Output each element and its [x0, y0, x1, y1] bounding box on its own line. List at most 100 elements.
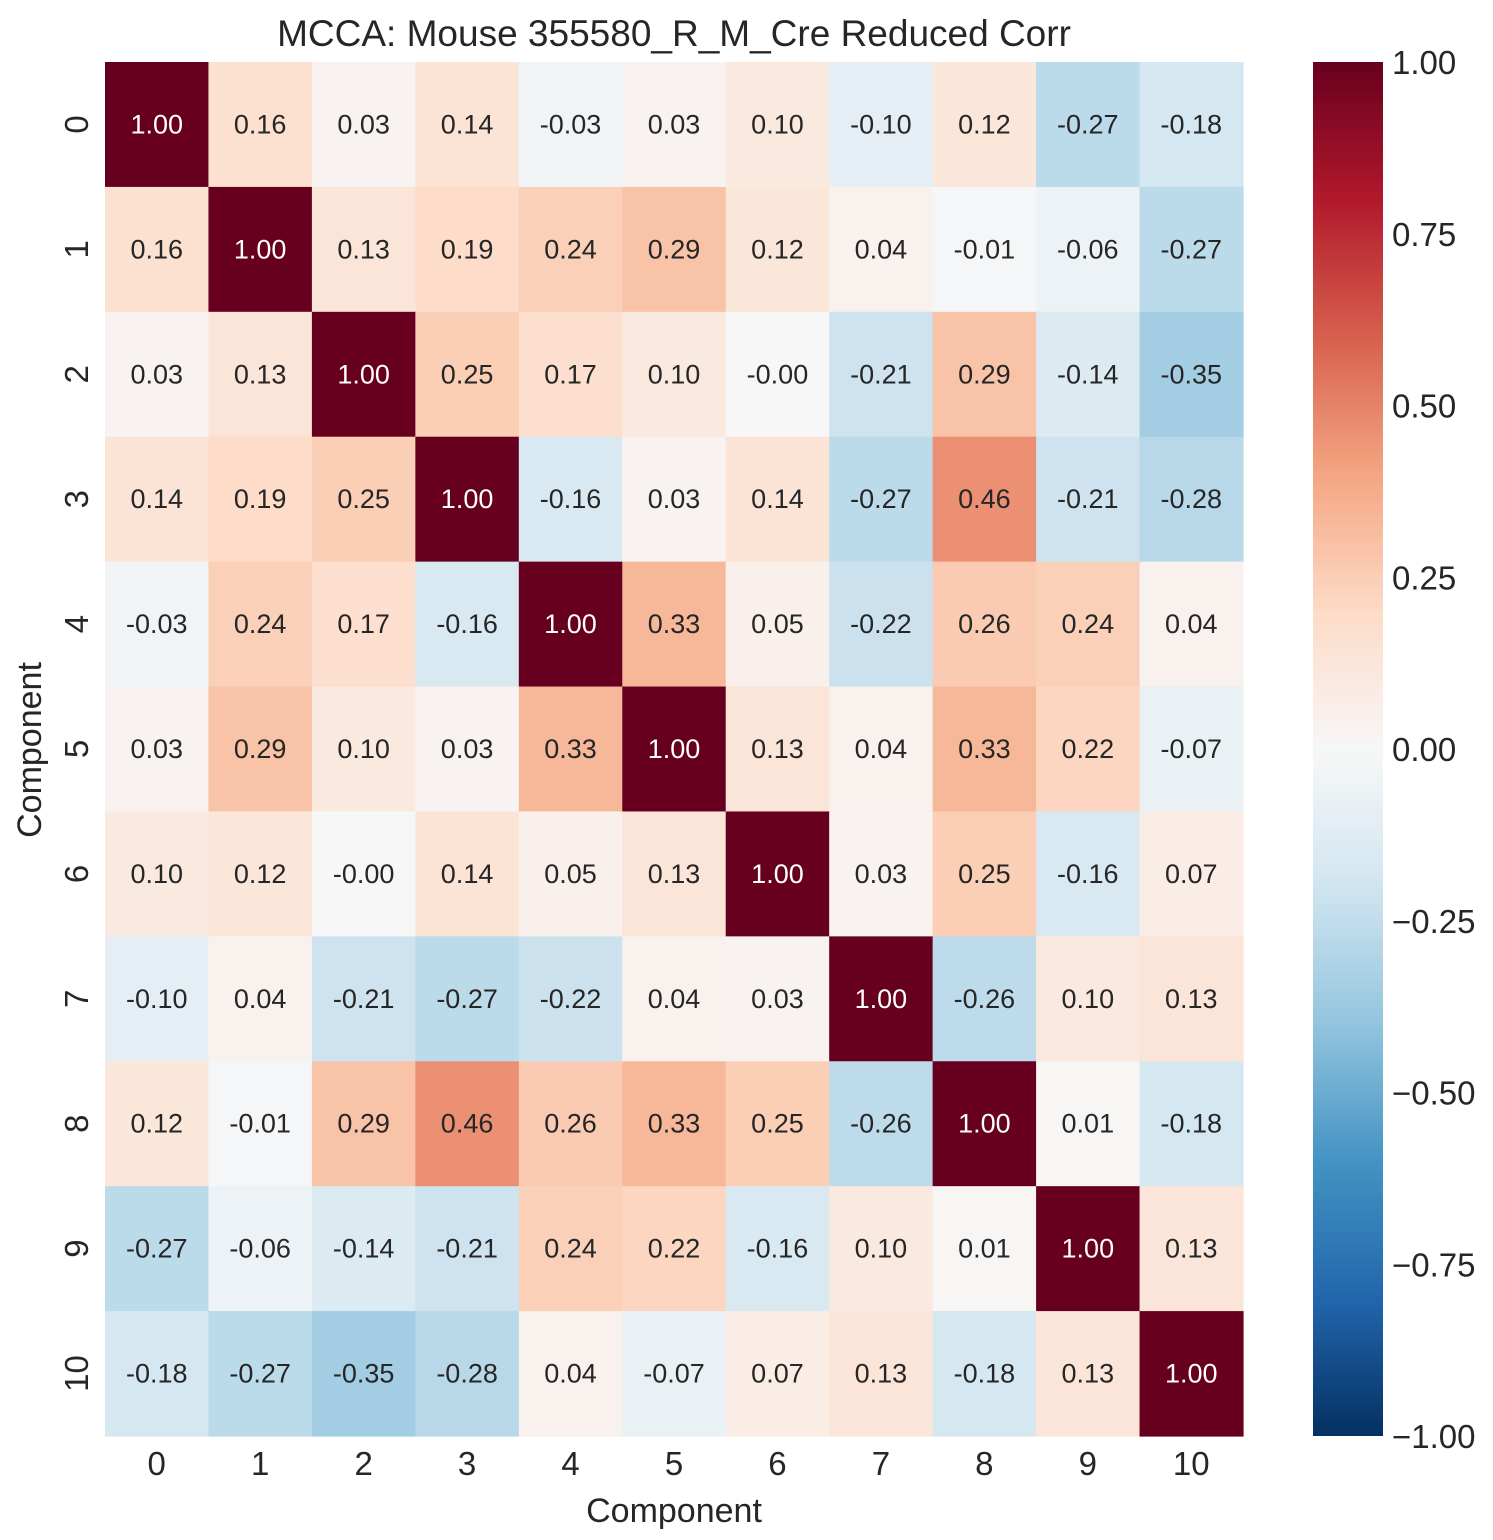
heatmap-cell [622, 561, 727, 688]
cell-annotation: 0.33 [544, 734, 597, 764]
heatmap-cell [1139, 1061, 1244, 1187]
cell-annotation: 1.00 [855, 984, 908, 1014]
heatmap-cell [725, 561, 830, 688]
heatmap-cell [105, 62, 210, 188]
y-axis-label: Component [11, 662, 49, 838]
colorbar-tick-label: 1.00 [1392, 44, 1456, 81]
colorbar-tick-label: −0.25 [1392, 903, 1476, 940]
heatmap-cell [518, 811, 623, 937]
cell-annotation: 0.12 [751, 234, 804, 264]
cell-annotation: 0.13 [1165, 1234, 1218, 1264]
cell-annotation: 0.29 [958, 359, 1011, 389]
heatmap-cell [1139, 436, 1244, 563]
cell-annotation: 0.03 [648, 109, 701, 139]
heatmap-cell [311, 686, 416, 813]
cell-annotation: 0.01 [958, 1234, 1011, 1264]
heatmap-cell [208, 62, 313, 188]
cell-annotation: -0.16 [540, 484, 602, 514]
cell-annotation: 0.12 [234, 859, 287, 889]
heatmap-cell [829, 311, 934, 438]
cell-annotation: -0.28 [1160, 484, 1222, 514]
heatmap-cell [1036, 811, 1141, 937]
heatmap-cell [622, 436, 727, 563]
x-tick-label: 2 [354, 1445, 372, 1482]
heatmap-cell [829, 1186, 934, 1312]
cell-annotation: -0.00 [333, 859, 395, 889]
heatmap-cell [105, 1186, 210, 1312]
cell-annotation: -0.22 [850, 609, 912, 639]
x-tick-label: 7 [872, 1445, 890, 1482]
cell-annotation: 0.17 [544, 359, 597, 389]
cell-annotation: -0.07 [1160, 734, 1222, 764]
cell-annotation: 0.33 [648, 609, 701, 639]
cell-annotation: 0.10 [855, 1234, 908, 1264]
x-tick-label: 5 [665, 1445, 683, 1482]
heatmap-cell [415, 936, 520, 1062]
heatmap-cell [932, 1311, 1037, 1437]
cell-annotation: 1.00 [1165, 1359, 1218, 1389]
heatmap-cell [415, 1311, 520, 1437]
cell-annotation: 0.04 [855, 734, 908, 764]
y-tick-labels: 0 1 2 3 4 5 6 7 8 9 10 [58, 115, 95, 1392]
heatmap-cell [311, 1061, 416, 1187]
cell-annotation: 0.10 [648, 359, 701, 389]
cell-annotation: -0.00 [747, 359, 809, 389]
x-tick-label: 8 [975, 1445, 993, 1482]
cell-annotation: 0.26 [958, 609, 1011, 639]
heatmap-cell [415, 436, 520, 563]
x-tick-label: 3 [458, 1445, 476, 1482]
heatmap-cell [829, 936, 934, 1062]
heatmap-cell [932, 811, 1037, 937]
colorbar-tick-label: 0.50 [1392, 388, 1456, 425]
heatmap-cell [932, 936, 1037, 1062]
x-tick-label: 9 [1079, 1445, 1097, 1482]
heatmap-cell [932, 186, 1037, 313]
heatmap-cell [725, 1061, 830, 1187]
heatmap-cell [208, 561, 313, 688]
cell-annotation: 0.24 [1062, 609, 1115, 639]
heatmap-cell [1036, 1311, 1141, 1437]
cell-annotation: 0.03 [130, 359, 183, 389]
y-tick-label: 1 [58, 240, 95, 258]
heatmap-cell [518, 311, 623, 438]
x-axis-label: Component [586, 1492, 762, 1530]
heatmap-cell [518, 561, 623, 688]
chart-title: MCCA: Mouse 355580_R_M_Cre Reduced Corr [277, 13, 1071, 54]
heatmap-cell [311, 186, 416, 313]
y-tick-label: 2 [58, 365, 95, 383]
heatmap-cell [932, 1186, 1037, 1312]
cell-annotation: -0.28 [436, 1359, 498, 1389]
heatmap-cell [725, 62, 830, 188]
cell-annotation: 0.13 [1165, 984, 1218, 1014]
cell-annotation: 0.04 [1165, 609, 1218, 639]
heatmap-cell [105, 1311, 210, 1437]
cell-annotation: 0.03 [751, 984, 804, 1014]
cell-annotation: 0.07 [751, 1359, 804, 1389]
cell-annotation: 0.03 [130, 734, 183, 764]
heatmap-cell [415, 1186, 520, 1312]
y-tick-label: 10 [58, 1355, 95, 1392]
cell-annotation: -0.18 [1160, 1109, 1222, 1139]
cell-annotation: 0.29 [648, 234, 701, 264]
heatmap-cell [622, 186, 727, 313]
cell-annotation: 0.14 [441, 859, 494, 889]
cell-annotation: 1.00 [648, 734, 701, 764]
heatmap-cell [1036, 1061, 1141, 1187]
heatmap-cell [1036, 62, 1141, 188]
colorbar-tick-label: 0.75 [1392, 216, 1456, 253]
cell-annotation: 1.00 [441, 484, 494, 514]
heatmap-cell [415, 1061, 520, 1187]
colorbar-tick-label: −0.75 [1392, 1246, 1476, 1283]
heatmap-cell [518, 436, 623, 563]
heatmap-cell [1139, 1311, 1244, 1437]
heatmap-cell [311, 1311, 416, 1437]
heatmap-cell [1036, 186, 1141, 313]
heatmap-cell [932, 62, 1037, 188]
heatmap-cell [725, 936, 830, 1062]
heatmap-cell [105, 936, 210, 1062]
heatmap-cell [518, 1061, 623, 1187]
cell-annotation: 0.12 [130, 1109, 183, 1139]
heatmap-cell [1139, 561, 1244, 688]
heatmap-cell [311, 311, 416, 438]
heatmap-cell [415, 186, 520, 313]
